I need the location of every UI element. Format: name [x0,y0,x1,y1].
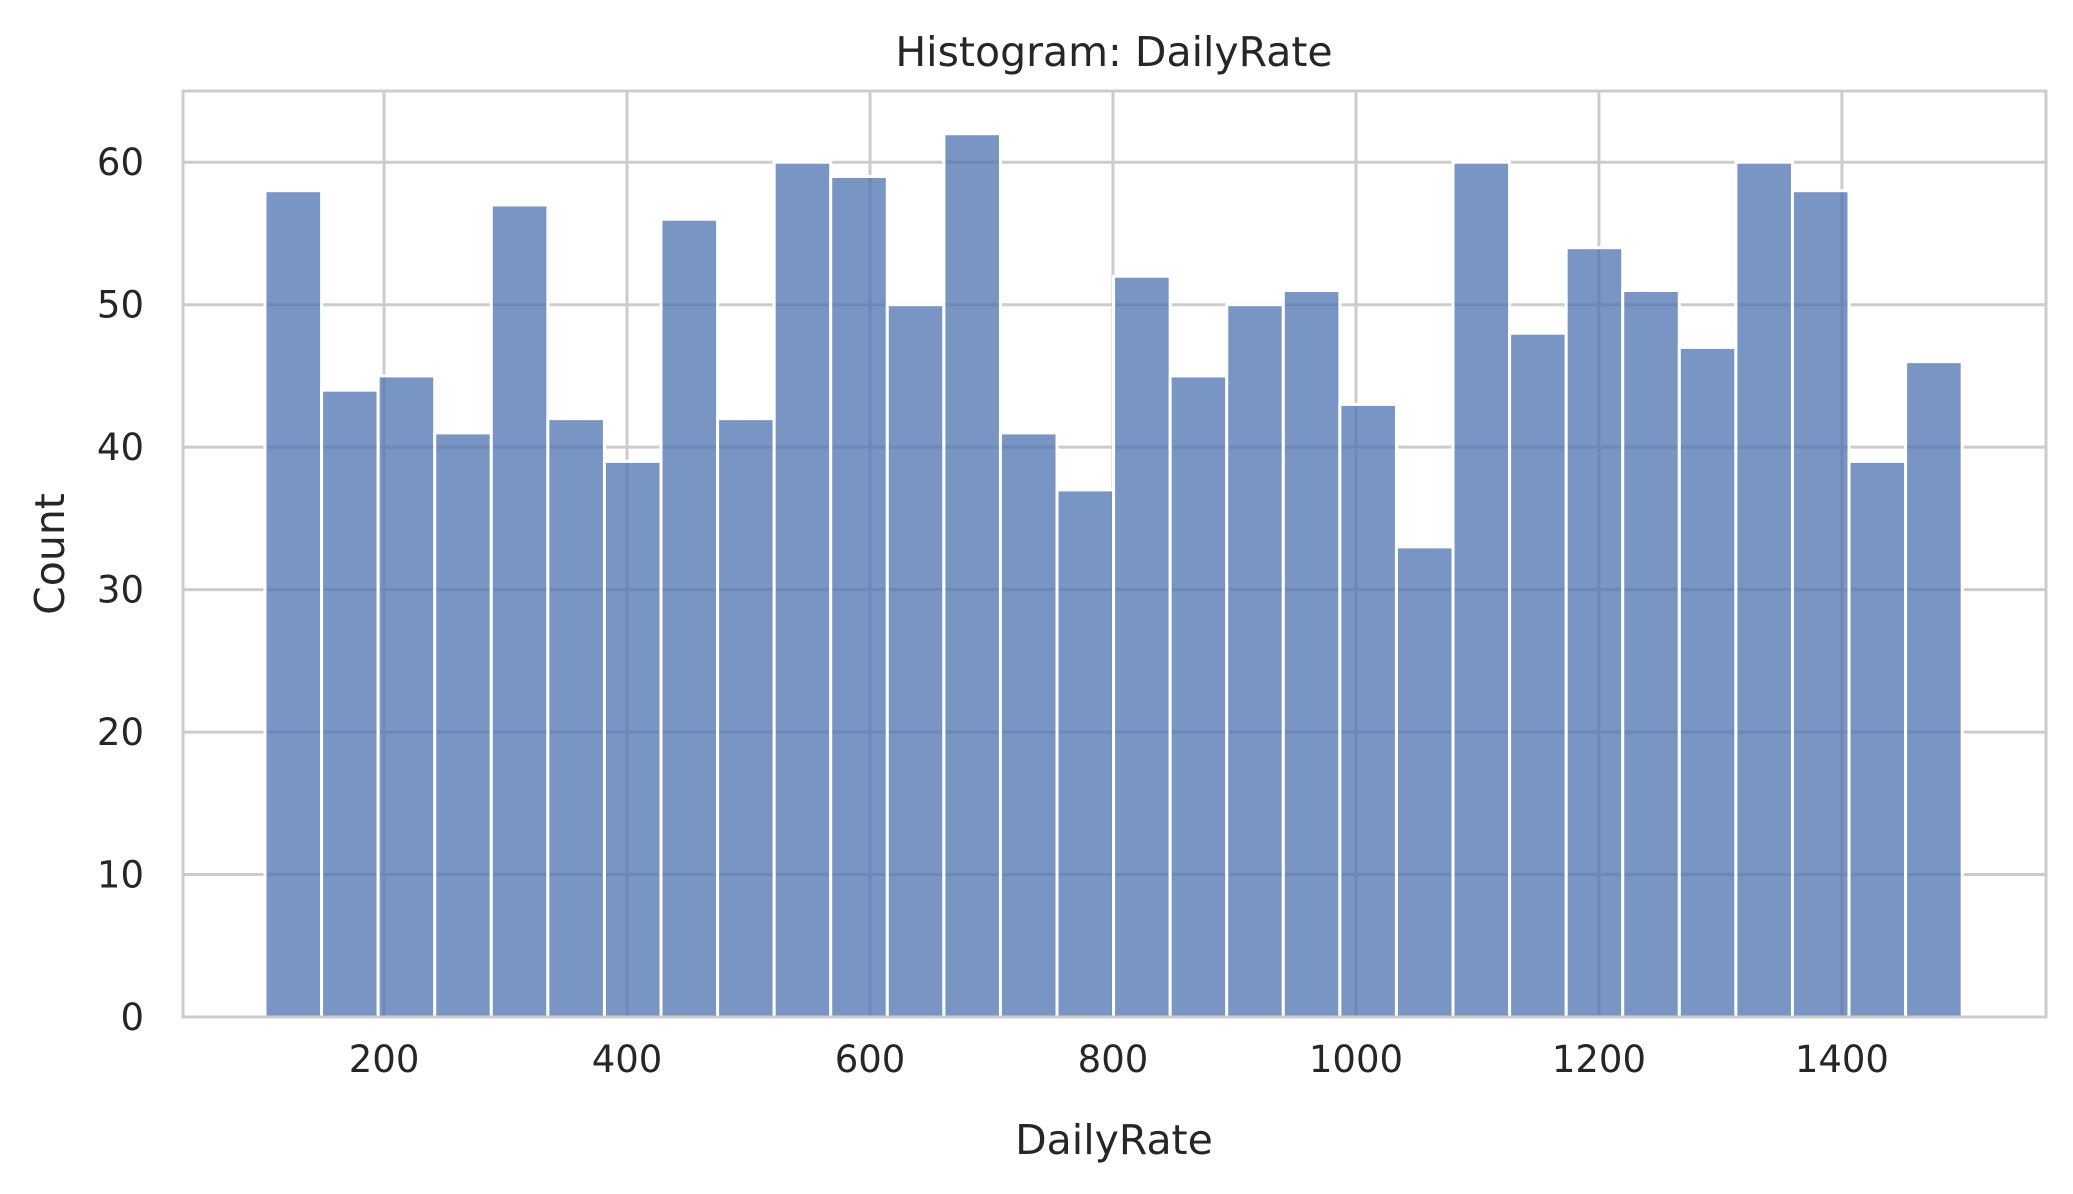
histogram-bar [772,160,833,1019]
histogram-bar [1451,160,1512,1019]
y-tick-label: 0 [120,996,144,1039]
x-tick-label: 800 [1078,1038,1149,1081]
histogram-bar [602,459,663,1019]
x-tick-label: 400 [592,1038,663,1081]
x-axis-label: DailyRate [1015,1116,1213,1164]
histogram-bar [998,431,1059,1019]
x-tick-label: 600 [835,1038,906,1081]
histogram-bar [885,303,946,1019]
y-tick-label: 50 [97,284,144,327]
histogram-bar [1168,374,1229,1019]
histogram-bar [659,217,720,1019]
histogram-bar [942,132,1002,1019]
histogram-bar [1055,488,1116,1019]
histogram-bar [1790,189,1851,1019]
histogram-bar [376,374,437,1019]
histogram-bar [716,417,776,1019]
histogram-bar [1394,545,1455,1019]
y-tick-label: 30 [97,569,144,612]
histogram-bar [1225,303,1285,1019]
plot-frame [181,89,2048,1019]
y-axis-label: Count [26,493,74,615]
histogram-bar [1734,160,1794,1019]
histogram-bar [1677,345,1738,1019]
histogram-bar [1621,288,1681,1019]
histogram-bar [546,417,606,1019]
y-tick-labels: 0 10 20 30 40 50 60 [97,141,144,1039]
y-tick-label: 10 [97,854,144,897]
histogram-bar [1338,402,1398,1019]
histogram-bar [829,174,889,1019]
y-tick-label: 40 [97,426,144,469]
histogram-bar [1281,288,1342,1019]
histogram-bar [1508,331,1568,1019]
histogram-bar [1847,459,1908,1019]
bars-layer [263,132,1964,1019]
histogram-bar [1564,246,1625,1019]
chart-title: Histogram: DailyRate [895,28,1332,76]
y-tick-label: 60 [97,141,144,184]
histogram-bar [263,189,324,1019]
y-tick-label: 20 [97,711,144,754]
x-tick-label: 200 [349,1038,420,1081]
x-tick-label: 1200 [1552,1038,1646,1081]
x-tick-label: 1400 [1795,1038,1889,1081]
histogram-bar [320,388,380,1019]
histogram-bar [489,203,550,1019]
histogram-bar [1112,274,1172,1019]
x-tick-labels: 200 400 600 800 1000 1200 1400 [349,1038,1889,1081]
histogram-bar [433,431,493,1019]
x-tick-label: 1000 [1309,1038,1403,1081]
histogram-bar [1904,360,1964,1019]
